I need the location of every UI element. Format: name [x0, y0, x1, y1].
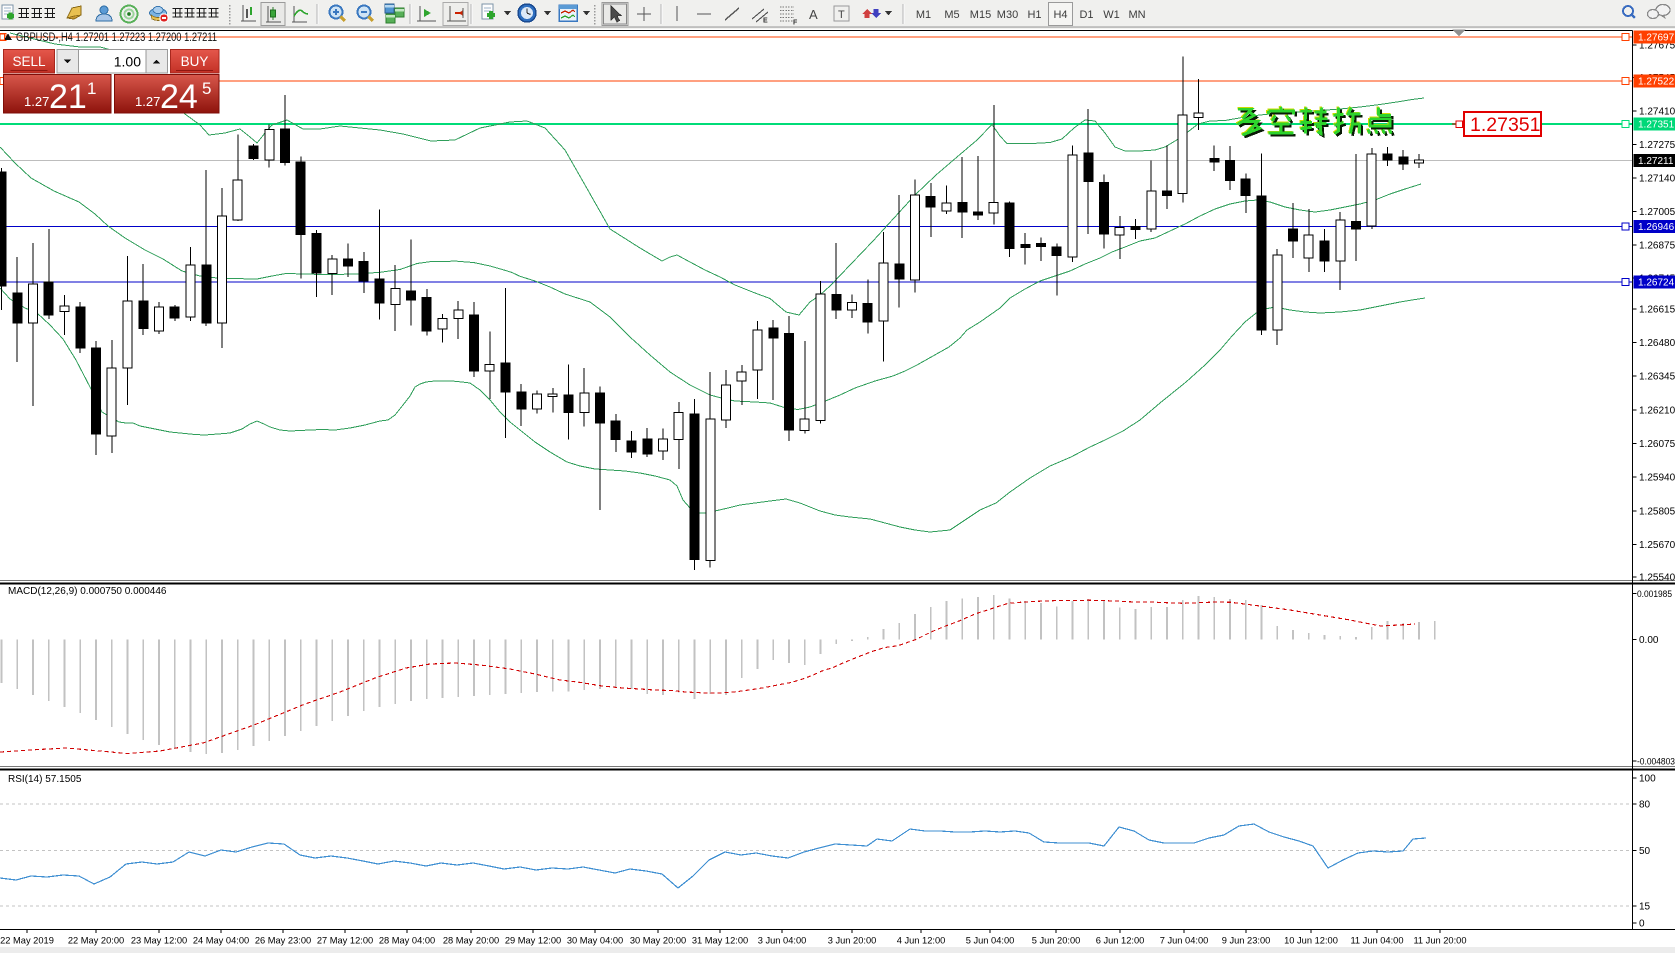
- svg-text:4 Jun 12:00: 4 Jun 12:00: [897, 936, 946, 946]
- svg-text:1.26724: 1.26724: [1638, 278, 1675, 289]
- svg-text:24: 24: [160, 78, 198, 116]
- svg-text:1.26345: 1.26345: [1639, 372, 1675, 383]
- svg-text:22 May 20:00: 22 May 20:00: [68, 936, 124, 946]
- svg-text:26 May 23:00: 26 May 23:00: [255, 936, 311, 946]
- svg-text:31 May 12:00: 31 May 12:00: [692, 936, 748, 946]
- svg-text:1.27697: 1.27697: [1638, 33, 1675, 44]
- svg-text:1.27522: 1.27522: [1638, 77, 1675, 88]
- svg-text:BUY: BUY: [181, 54, 209, 69]
- svg-text:1.25540: 1.25540: [1639, 573, 1675, 584]
- svg-text:3 Jun 04:00: 3 Jun 04:00: [758, 936, 807, 946]
- svg-text:1.00: 1.00: [114, 54, 141, 70]
- svg-text:5 Jun 04:00: 5 Jun 04:00: [966, 936, 1015, 946]
- svg-text:H1: H1: [1027, 9, 1041, 21]
- svg-text:5 Jun 20:00: 5 Jun 20:00: [1032, 936, 1081, 946]
- svg-text:1.27005: 1.27005: [1639, 207, 1675, 218]
- svg-text:50: 50: [1639, 846, 1651, 857]
- svg-text:1.25670: 1.25670: [1639, 540, 1675, 551]
- svg-text:1.26075: 1.26075: [1639, 439, 1675, 450]
- svg-text:-0.004803: -0.004803: [1637, 757, 1675, 768]
- svg-text:27 May 12:00: 27 May 12:00: [317, 936, 373, 946]
- svg-text:3 Jun 20:00: 3 Jun 20:00: [828, 936, 877, 946]
- svg-text:GBPUSD-,H4 1.27201 1.27223 1.: GBPUSD-,H4 1.27201 1.27223 1.27200 1.272…: [16, 32, 217, 44]
- svg-text:1.27211: 1.27211: [1638, 156, 1674, 167]
- svg-text:MN: MN: [1128, 9, 1145, 21]
- svg-text:E: E: [763, 18, 768, 25]
- svg-text:22 May 2019: 22 May 2019: [0, 936, 54, 946]
- svg-text:23 May 12:00: 23 May 12:00: [131, 936, 187, 946]
- svg-text:M1: M1: [916, 9, 931, 21]
- svg-text:RSI(14) 57.1505: RSI(14) 57.1505: [8, 774, 82, 785]
- svg-text:F: F: [793, 20, 798, 27]
- svg-text:1.27351: 1.27351: [1470, 114, 1541, 136]
- svg-text:6 Jun 12:00: 6 Jun 12:00: [1096, 936, 1145, 946]
- svg-text:T: T: [838, 9, 845, 21]
- svg-text:1: 1: [87, 79, 96, 98]
- svg-text:A: A: [809, 7, 818, 22]
- svg-text:29 May 12:00: 29 May 12:00: [505, 936, 561, 946]
- svg-text:0.00: 0.00: [1639, 635, 1659, 646]
- svg-text:H4: H4: [1053, 9, 1067, 21]
- svg-text:24 May 04:00: 24 May 04:00: [193, 936, 249, 946]
- svg-text:MACD(12,26,9) 0.000750 0.00044: MACD(12,26,9) 0.000750 0.000446: [8, 586, 167, 597]
- svg-text:7 Jun 04:00: 7 Jun 04:00: [1160, 936, 1209, 946]
- svg-text:1.27140: 1.27140: [1639, 174, 1675, 185]
- svg-text:SELL: SELL: [12, 54, 46, 69]
- svg-text:1.27: 1.27: [24, 94, 49, 109]
- svg-text:1.27410: 1.27410: [1639, 107, 1675, 118]
- svg-text:11 Jun 04:00: 11 Jun 04:00: [1350, 936, 1403, 946]
- svg-text:15: 15: [1639, 902, 1651, 913]
- svg-text:9 Jun 23:00: 9 Jun 23:00: [1222, 936, 1271, 946]
- svg-text:28 May 20:00: 28 May 20:00: [443, 936, 499, 946]
- svg-text:10 Jun 12:00: 10 Jun 12:00: [1284, 936, 1338, 946]
- svg-text:100: 100: [1639, 774, 1656, 785]
- svg-text:5: 5: [202, 79, 211, 98]
- svg-text:M5: M5: [944, 9, 959, 21]
- svg-text:M15: M15: [970, 9, 991, 21]
- svg-text:1.27: 1.27: [135, 94, 160, 109]
- svg-text:1.25940: 1.25940: [1639, 473, 1675, 484]
- svg-text:28 May 04:00: 28 May 04:00: [379, 936, 435, 946]
- svg-text:0: 0: [1639, 919, 1645, 930]
- svg-text:1.26615: 1.26615: [1639, 305, 1675, 316]
- svg-text:1.25805: 1.25805: [1639, 507, 1675, 518]
- svg-text:30 May 20:00: 30 May 20:00: [630, 936, 686, 946]
- svg-text:1.27675: 1.27675: [1639, 41, 1675, 52]
- svg-text:M30: M30: [997, 9, 1018, 21]
- svg-text:W1: W1: [1103, 9, 1120, 21]
- svg-text:80: 80: [1639, 800, 1651, 811]
- svg-text:1.26210: 1.26210: [1639, 406, 1675, 417]
- svg-text:21: 21: [49, 78, 87, 116]
- svg-text:1.26480: 1.26480: [1639, 338, 1675, 349]
- svg-text:1.27351: 1.27351: [1638, 120, 1675, 131]
- svg-text:1.27275: 1.27275: [1639, 140, 1675, 151]
- svg-text:1.26875: 1.26875: [1639, 241, 1675, 252]
- svg-text:D1: D1: [1079, 9, 1093, 21]
- svg-text:30 May 04:00: 30 May 04:00: [567, 936, 623, 946]
- svg-text:0.001985: 0.001985: [1637, 589, 1672, 600]
- svg-text:11 Jun 20:00: 11 Jun 20:00: [1413, 936, 1466, 946]
- svg-text:1.26946: 1.26946: [1638, 222, 1675, 233]
